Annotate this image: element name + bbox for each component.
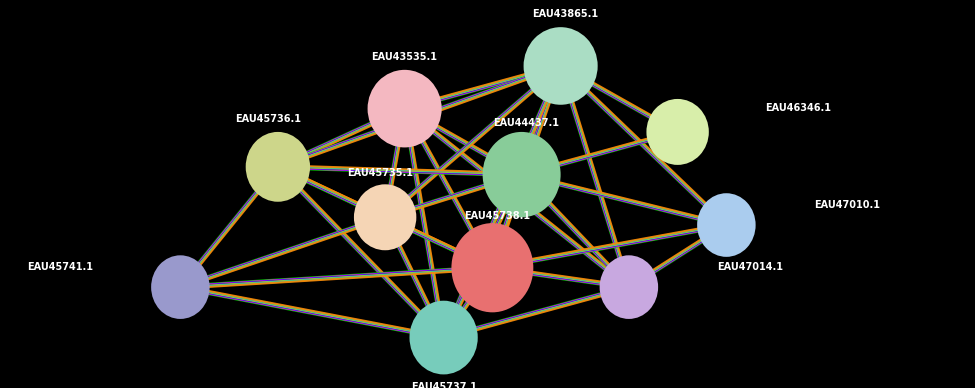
Ellipse shape [697,193,756,257]
Ellipse shape [524,27,598,105]
Ellipse shape [600,255,658,319]
Text: EAU45736.1: EAU45736.1 [235,114,301,124]
Text: EAU47014.1: EAU47014.1 [717,262,783,272]
Ellipse shape [646,99,709,165]
Text: EAU43535.1: EAU43535.1 [371,52,438,62]
Text: EAU45735.1: EAU45735.1 [347,168,413,178]
Text: EAU43865.1: EAU43865.1 [532,9,599,19]
Text: EAU44437.1: EAU44437.1 [493,118,560,128]
Text: EAU47010.1: EAU47010.1 [814,199,880,210]
Ellipse shape [483,132,561,217]
Ellipse shape [246,132,310,202]
Text: EAU46346.1: EAU46346.1 [765,102,832,113]
Ellipse shape [368,70,442,147]
Text: EAU45738.1: EAU45738.1 [464,211,530,221]
Ellipse shape [410,301,478,374]
Text: EAU45741.1: EAU45741.1 [26,262,93,272]
Ellipse shape [354,184,416,250]
Ellipse shape [451,223,533,312]
Ellipse shape [151,255,210,319]
Text: EAU45737.1: EAU45737.1 [410,382,477,388]
